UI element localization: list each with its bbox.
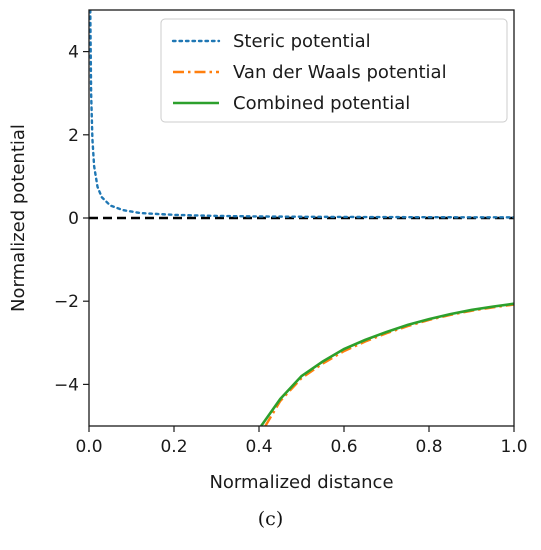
legend-label-1: Van der Waals potential <box>233 62 447 83</box>
chart: 0.0 0.2 0.4 0.6 0.8 1.0 −4 −2 0 2 4 Normalized dist… <box>8 9 528 493</box>
legend-box <box>160 18 508 123</box>
y-tick-label: −4 <box>54 375 79 395</box>
y-axis-label: Normalized potential <box>8 124 29 312</box>
x-tick-label: 0.6 <box>330 437 357 457</box>
x-tick-label: 0.2 <box>160 437 187 457</box>
x-axis-label: Normalized distance <box>209 472 393 493</box>
series-line-1 <box>264 303 514 426</box>
legend-label-2: Combined potential <box>233 93 410 114</box>
series-line-2 <box>260 302 514 426</box>
x-tick-label: 0.8 <box>415 437 442 457</box>
y-tick-label: 2 <box>68 126 79 146</box>
y-tick-label: 4 <box>68 43 79 63</box>
legend-label-0: Steric potential <box>233 31 371 52</box>
x-tick-label: 0.4 <box>245 437 272 457</box>
y-tick-label: −2 <box>54 292 79 312</box>
y-tick-label: 0 <box>68 209 79 229</box>
figure-caption: (c) <box>257 508 284 530</box>
series-line-0 <box>89 10 514 219</box>
x-tick-label: 1.0 <box>500 437 527 457</box>
x-tick-label: 0.0 <box>75 437 102 457</box>
